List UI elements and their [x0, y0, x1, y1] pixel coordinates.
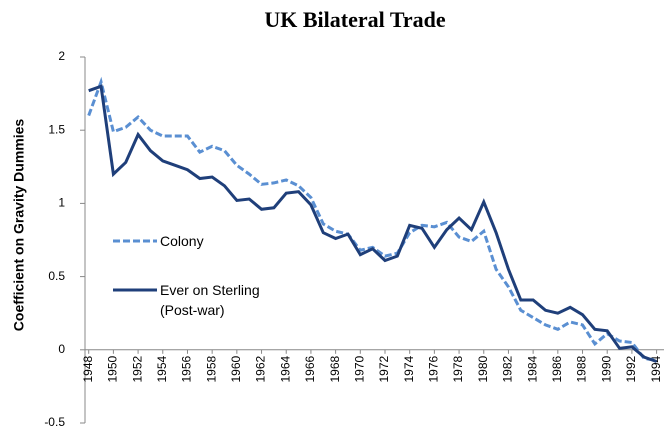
y-tick-label: 1.5: [48, 122, 65, 136]
x-tick-label: 1960: [229, 355, 243, 382]
y-tick-label: 0.5: [48, 269, 65, 283]
y-tick-label: 1: [58, 196, 65, 210]
x-tick-label: 1974: [402, 355, 416, 382]
x-tick-label: 1988: [575, 355, 589, 382]
x-tick-label: 1966: [303, 355, 317, 382]
y-tick-label: 2: [58, 49, 65, 63]
x-tick-label: 1982: [501, 355, 515, 382]
x-tick-label: 1968: [328, 355, 342, 382]
x-tick-label: 1990: [599, 355, 613, 382]
x-tick-label: 1980: [476, 355, 490, 382]
x-tick-label: 1962: [254, 355, 268, 382]
x-tick-label: 1948: [81, 355, 95, 382]
x-tick-label: 1950: [106, 355, 120, 382]
x-tick-label: 1964: [278, 355, 292, 382]
legend-label: Colony: [160, 233, 204, 249]
x-tick-label: 1972: [377, 355, 391, 382]
series-line: [88, 84, 658, 363]
y-axis-label: Coefficient on Gravity Dummies: [11, 119, 27, 332]
x-tick-label: 1956: [180, 355, 194, 382]
x-tick-label: 1954: [155, 355, 169, 382]
x-tick-label: 1976: [427, 355, 441, 382]
x-tick-label: 1992: [624, 355, 638, 382]
legend-entry: Colony: [160, 233, 204, 249]
x-tick-label: 1970: [352, 355, 366, 382]
y-tick-label: -0.5: [44, 415, 65, 429]
x-tick-label: 1986: [550, 355, 564, 382]
x-tick-label: 1952: [130, 355, 144, 382]
x-tick-label: 1984: [525, 355, 539, 382]
legend-label: Ever on Sterling (Post-war): [160, 282, 260, 318]
legend-entry: Ever on Sterling (Post-war): [160, 282, 260, 318]
y-tick-label: 0: [58, 342, 65, 356]
x-tick-label: 1958: [204, 355, 218, 382]
x-tick-label: 1978: [451, 355, 465, 382]
chart-title: UK Bilateral Trade: [264, 7, 446, 32]
x-tick-label: 1994: [649, 355, 663, 382]
